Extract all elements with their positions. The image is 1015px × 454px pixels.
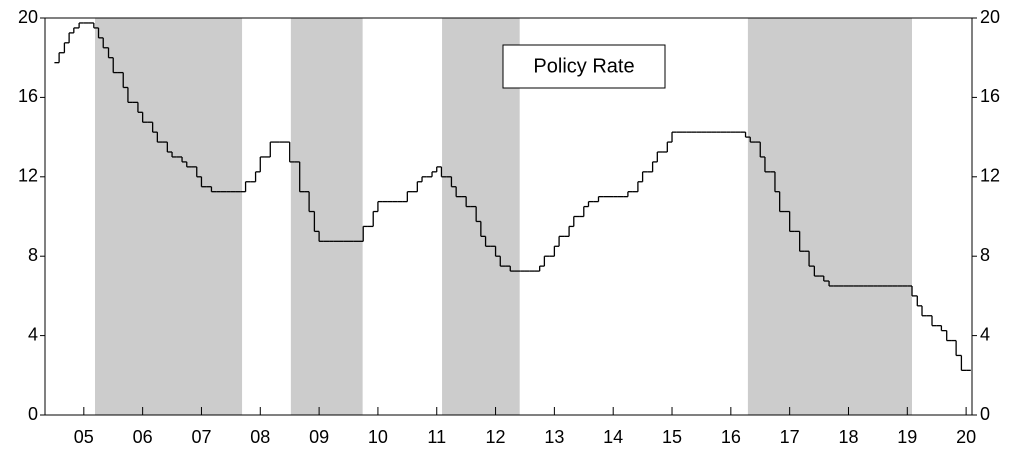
x-tick-label: 07 bbox=[191, 427, 211, 447]
x-tick-label: 13 bbox=[544, 427, 564, 447]
y2-tick-label: 12 bbox=[980, 166, 1000, 186]
x-tick-label: 09 bbox=[309, 427, 329, 447]
x-tick-label: 15 bbox=[662, 427, 682, 447]
y-tick-label: 12 bbox=[18, 166, 38, 186]
y-tick-label: 8 bbox=[28, 245, 38, 265]
shaded-period bbox=[94, 18, 243, 415]
x-tick-label: 10 bbox=[368, 427, 388, 447]
x-tick-label: 05 bbox=[74, 427, 94, 447]
y2-tick-label: 4 bbox=[980, 324, 990, 344]
x-tick-label: 20 bbox=[956, 427, 976, 447]
x-tick-label: 08 bbox=[250, 427, 270, 447]
x-tick-label: 19 bbox=[897, 427, 917, 447]
y-tick-label: 0 bbox=[28, 404, 38, 424]
x-tick-label: 17 bbox=[780, 427, 800, 447]
shaded-period bbox=[747, 18, 913, 415]
annotation-box bbox=[502, 44, 666, 89]
y-tick-label: 20 bbox=[18, 7, 38, 27]
y-tick-label: 4 bbox=[28, 324, 38, 344]
x-tick-label: 16 bbox=[721, 427, 741, 447]
y2-tick-label: 20 bbox=[980, 7, 1000, 27]
annotation: Policy Rate bbox=[533, 55, 634, 77]
y2-tick-label: 8 bbox=[980, 245, 990, 265]
x-tick-label: 06 bbox=[133, 427, 153, 447]
plot-frame bbox=[44, 17, 973, 416]
x-tick-label: 11 bbox=[427, 427, 446, 447]
y-tick-label: 16 bbox=[18, 86, 38, 106]
y2-tick-label: 0 bbox=[980, 404, 990, 424]
shaded-period bbox=[290, 18, 363, 415]
x-tick-label: 18 bbox=[838, 427, 858, 447]
y2-tick-label: 16 bbox=[980, 86, 1000, 106]
x-tick-label: 14 bbox=[603, 427, 623, 447]
x-tick-label: 12 bbox=[486, 427, 506, 447]
